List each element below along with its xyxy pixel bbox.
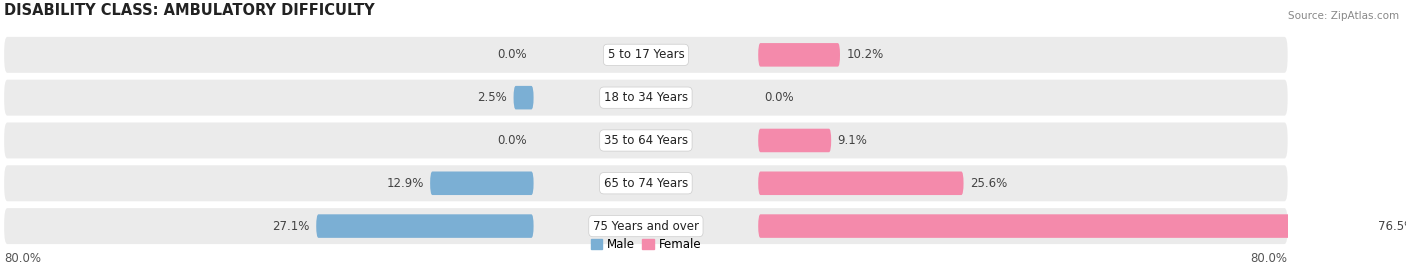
Text: 65 to 74 Years: 65 to 74 Years — [603, 177, 688, 190]
FancyBboxPatch shape — [4, 80, 1288, 116]
FancyBboxPatch shape — [4, 37, 1288, 73]
FancyBboxPatch shape — [513, 86, 534, 109]
Text: 80.0%: 80.0% — [4, 252, 41, 265]
Text: 9.1%: 9.1% — [838, 134, 868, 147]
Text: 12.9%: 12.9% — [387, 177, 423, 190]
Text: 2.5%: 2.5% — [478, 91, 508, 104]
FancyBboxPatch shape — [4, 122, 1288, 158]
FancyBboxPatch shape — [316, 214, 534, 238]
Text: 0.0%: 0.0% — [498, 48, 527, 61]
Text: 75 Years and over: 75 Years and over — [593, 220, 699, 233]
FancyBboxPatch shape — [758, 214, 1372, 238]
Text: 76.5%: 76.5% — [1378, 220, 1406, 233]
Text: 80.0%: 80.0% — [1250, 252, 1288, 265]
Text: 18 to 34 Years: 18 to 34 Years — [603, 91, 688, 104]
Text: 0.0%: 0.0% — [765, 91, 794, 104]
FancyBboxPatch shape — [758, 129, 831, 152]
FancyBboxPatch shape — [4, 208, 1288, 244]
Text: 5 to 17 Years: 5 to 17 Years — [607, 48, 685, 61]
FancyBboxPatch shape — [4, 165, 1288, 201]
Text: 10.2%: 10.2% — [846, 48, 884, 61]
Text: 35 to 64 Years: 35 to 64 Years — [603, 134, 688, 147]
Text: 27.1%: 27.1% — [273, 220, 309, 233]
Legend: Male, Female: Male, Female — [586, 233, 706, 256]
Text: Source: ZipAtlas.com: Source: ZipAtlas.com — [1288, 11, 1399, 21]
FancyBboxPatch shape — [758, 172, 963, 195]
FancyBboxPatch shape — [430, 172, 534, 195]
FancyBboxPatch shape — [758, 43, 839, 67]
Text: 0.0%: 0.0% — [498, 134, 527, 147]
Text: 25.6%: 25.6% — [970, 177, 1007, 190]
Text: DISABILITY CLASS: AMBULATORY DIFFICULTY: DISABILITY CLASS: AMBULATORY DIFFICULTY — [4, 3, 375, 19]
